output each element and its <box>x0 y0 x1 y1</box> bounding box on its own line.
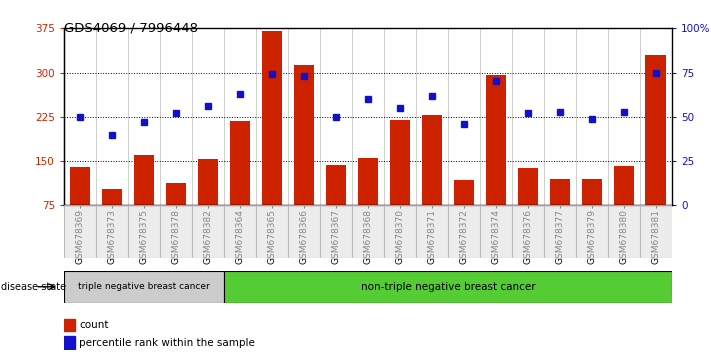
Bar <box>198 159 218 205</box>
Bar <box>544 205 576 258</box>
Bar <box>224 271 672 303</box>
Bar <box>486 75 506 205</box>
Bar <box>64 319 75 331</box>
Bar <box>102 189 122 205</box>
Bar <box>614 166 634 205</box>
Bar <box>64 271 224 303</box>
Bar <box>512 205 544 258</box>
Bar <box>70 167 90 205</box>
Bar <box>582 179 602 205</box>
Bar <box>454 180 474 205</box>
Bar <box>64 205 96 258</box>
Bar <box>422 115 442 205</box>
Bar <box>224 205 256 258</box>
Bar <box>294 65 314 205</box>
Bar <box>550 179 570 205</box>
Bar <box>166 183 186 205</box>
Text: disease state: disease state <box>1 282 66 292</box>
Text: GDS4069 / 7996448: GDS4069 / 7996448 <box>64 21 198 34</box>
Text: percentile rank within the sample: percentile rank within the sample <box>79 338 255 348</box>
Bar <box>390 120 410 205</box>
Text: triple negative breast cancer: triple negative breast cancer <box>78 282 210 291</box>
Bar <box>640 205 672 258</box>
Bar <box>256 205 288 258</box>
Bar <box>288 205 320 258</box>
Bar <box>134 155 154 205</box>
Bar <box>646 55 666 205</box>
Bar <box>96 205 128 258</box>
Bar <box>518 168 538 205</box>
Bar <box>576 205 608 258</box>
Bar <box>448 205 480 258</box>
Text: count: count <box>79 320 109 330</box>
Bar <box>352 205 384 258</box>
Bar <box>64 336 75 349</box>
Bar <box>320 205 352 258</box>
Bar <box>128 205 160 258</box>
Bar <box>384 205 416 258</box>
Bar <box>262 31 282 205</box>
Bar <box>192 205 224 258</box>
Bar <box>230 121 250 205</box>
Bar <box>358 158 378 205</box>
Bar <box>608 205 640 258</box>
Bar <box>326 165 346 205</box>
Bar <box>160 205 192 258</box>
Bar <box>480 205 512 258</box>
Text: non-triple negative breast cancer: non-triple negative breast cancer <box>360 282 535 292</box>
Bar <box>416 205 448 258</box>
